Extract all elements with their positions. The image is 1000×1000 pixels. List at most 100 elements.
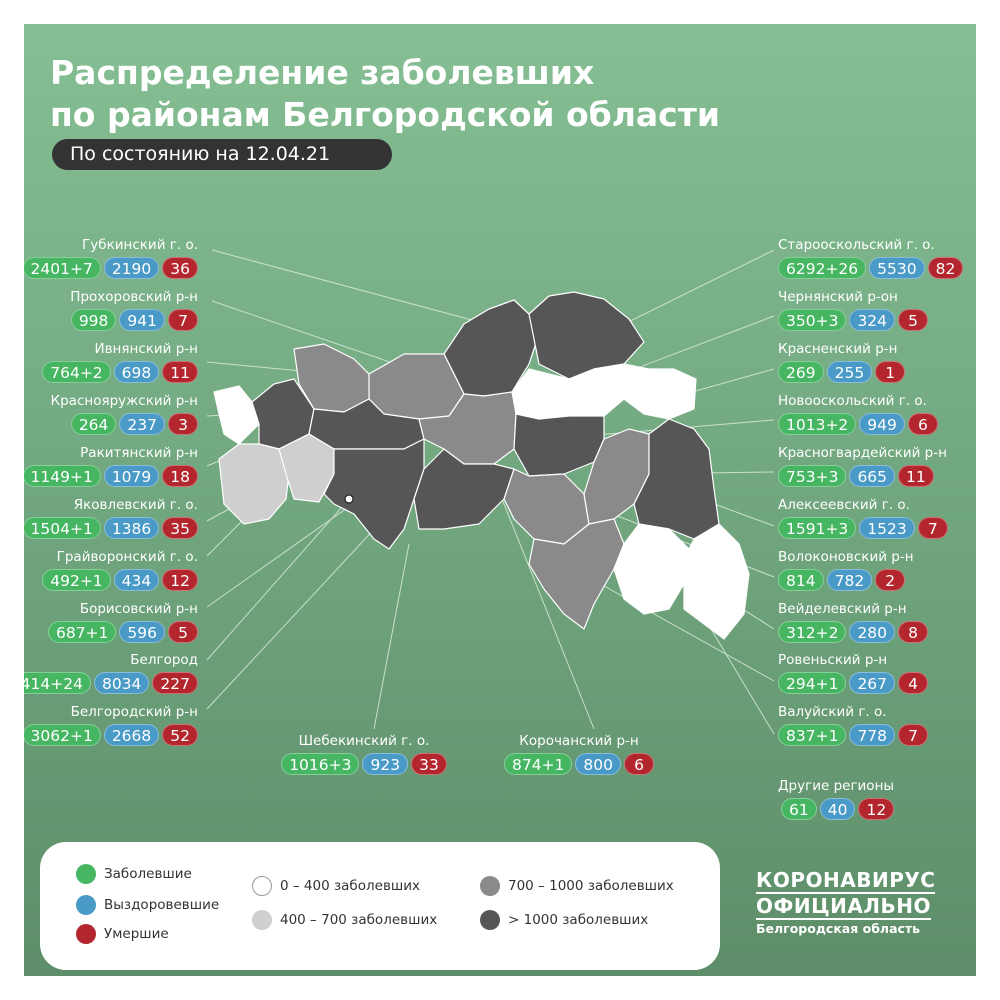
recovered-count: 2190 — [103, 257, 160, 279]
district-borisovka: Борисовский р-н 687+1 596 5 — [24, 600, 198, 655]
legend-dead-label: Умершие — [104, 926, 169, 942]
sick-count: 1591+3 — [778, 517, 857, 539]
district-gubkin: Губкинский г. о. 2401+7 2190 36 — [24, 236, 198, 291]
recovered-count: 782 — [826, 569, 873, 591]
light-grey-dot-icon — [252, 910, 272, 930]
district-name: Валуйский г. о. — [778, 704, 887, 720]
legend-range-400-700: 400 – 700 заболевших — [252, 910, 437, 930]
sick-count: 1013+2 — [778, 413, 857, 435]
dead-count: 7 — [168, 309, 198, 331]
dead-count: 1 — [875, 361, 906, 383]
dead-count: 3 — [168, 413, 198, 435]
district-name: Новооскольский г. о. — [778, 393, 927, 409]
legend-range4-label: > 1000 заболевших — [508, 912, 649, 928]
dead-count: 7 — [898, 724, 929, 746]
district-graivoron: Грайворонский г. о. 492+1 434 12 — [24, 548, 198, 603]
recovered-count: 1386 — [103, 517, 160, 539]
dead-count: 6 — [624, 753, 655, 775]
district-name: Чернянский р-он — [778, 289, 898, 305]
district-name: Ракитянский р-н — [80, 445, 198, 461]
sick-count: 350+3 — [778, 309, 847, 331]
district-name: Старооскольский г. о. — [778, 237, 935, 253]
legend-range2-label: 400 – 700 заболевших — [280, 912, 438, 928]
district-rakitnoe: Ракитянский р-н 1149+1 1079 18 — [24, 444, 198, 499]
brand-line-3: Белгородская область — [756, 921, 921, 936]
title-line-1: Распределение заболевших — [50, 53, 595, 92]
red-dot-icon — [76, 924, 96, 944]
district-name: Белгородский р-н — [70, 704, 198, 720]
district-name: Красногвардейский р-н — [778, 445, 947, 461]
sick-count: 6292+26 — [778, 257, 867, 279]
district-yakovlevo: Яковлевский г. о. 1504+1 1386 35 — [24, 496, 198, 551]
district-other-regions: Другие регионы 61 40 12 — [778, 777, 974, 832]
district-name: Красненский р-н — [778, 341, 898, 357]
district-stats: 687+1 596 5 — [47, 621, 198, 643]
recovered-count: 40 — [819, 798, 856, 820]
district-name: Вейделевский р-н — [778, 601, 907, 617]
district-stats: 1149+1 1079 18 — [24, 465, 198, 487]
district-stats: 998 941 7 — [70, 309, 198, 331]
district-name: Корочанский р-н — [519, 733, 639, 749]
legend-recovered-label: Выздоровевшие — [104, 897, 220, 913]
date-badge: По состоянию на 12.04.21 — [52, 139, 392, 170]
district-name: Прохоровский р-н — [70, 289, 198, 305]
recovered-count: 255 — [826, 361, 873, 383]
sick-count: 998 — [70, 309, 117, 331]
district-stats: 753+3 665 11 — [778, 465, 934, 487]
district-name: Ровеньский р-н — [778, 652, 888, 668]
recovered-count: 5530 — [869, 257, 925, 279]
recovered-count: 1079 — [103, 465, 160, 487]
region-valuyki — [528, 518, 625, 630]
dead-count: 18 — [162, 465, 198, 487]
recovered-count: 800 — [575, 753, 622, 775]
dead-count: 35 — [162, 517, 198, 539]
sick-count: 1149+1 — [24, 465, 101, 487]
legend-recovered: Выздоровевшие — [76, 895, 219, 915]
district-krasnogvardeysky: Красногвардейский р-н 753+3 665 11 — [778, 444, 974, 499]
district-chernyanka: Чернянский р-он 350+3 324 5 — [778, 288, 974, 343]
white-dot-icon — [252, 876, 272, 896]
district-shebekino: Шебекинский г. о. 1016+3 923 33 — [279, 732, 449, 787]
legend-range-700-1000: 700 – 1000 заболевших — [480, 876, 674, 896]
district-name: Яковлевский г. о. — [73, 497, 198, 513]
infographic-panel: Распределение заболевших по районам Белг… — [24, 24, 976, 976]
recovered-count: 923 — [362, 753, 409, 775]
district-belgorod-city: Белгород 9414+24 8034 227 — [24, 651, 198, 706]
recovered-count: 267 — [849, 672, 896, 694]
legend-range3-label: 700 – 1000 заболевших — [508, 878, 674, 894]
district-stats: 269 255 1 — [778, 361, 906, 383]
district-stats: 1504+1 1386 35 — [24, 517, 198, 539]
sick-count: 61 — [781, 798, 817, 820]
brand-line-1: КОРОНАВИРУС — [756, 868, 936, 894]
recovered-count: 324 — [849, 309, 896, 331]
district-prokhorovka: Прохоровский р-н 998 941 7 — [24, 288, 198, 343]
sick-count: 3062+1 — [24, 724, 101, 746]
district-stats: 2401+7 2190 36 — [24, 257, 198, 279]
grey-dot-icon — [480, 876, 500, 896]
region-volokonovka — [503, 468, 590, 545]
dead-count: 5 — [168, 621, 198, 643]
region-krasnaya-yaruga — [213, 385, 260, 445]
dark-grey-dot-icon — [480, 910, 500, 930]
district-volokonovka: Волоконовский р-н 814 782 2 — [778, 548, 974, 603]
recovered-count: 237 — [119, 413, 165, 435]
district-name: Губкинский г. о. — [82, 237, 198, 253]
region-rovenki — [683, 523, 750, 640]
district-name: Другие регионы — [778, 778, 895, 794]
brand-line-2: ОФИЦИАЛЬНО — [756, 894, 931, 920]
dead-count: 6 — [907, 413, 938, 435]
district-name: Краснояружский р-н — [50, 393, 198, 409]
dead-count: 11 — [898, 465, 934, 487]
district-valuyki: Валуйский г. о. 837+1 778 7 — [778, 703, 974, 758]
district-name: Ивнянский р-н — [94, 341, 198, 357]
brand-logo: КОРОНАВИРУС ОФИЦИАЛЬНО Белгородская обла… — [756, 868, 940, 938]
recovered-count: 596 — [119, 621, 165, 643]
recovered-count: 698 — [113, 361, 160, 383]
district-stats: 312+2 280 8 — [778, 621, 929, 643]
district-krasnaya-yaruga: Краснояружский р-н 264 237 3 — [24, 392, 198, 447]
region-krasnoe — [623, 363, 697, 420]
dead-count: 12 — [858, 798, 895, 820]
region-graivoron — [218, 443, 290, 525]
recovered-count: 949 — [859, 413, 905, 435]
district-stats: 264 237 3 — [70, 413, 198, 435]
